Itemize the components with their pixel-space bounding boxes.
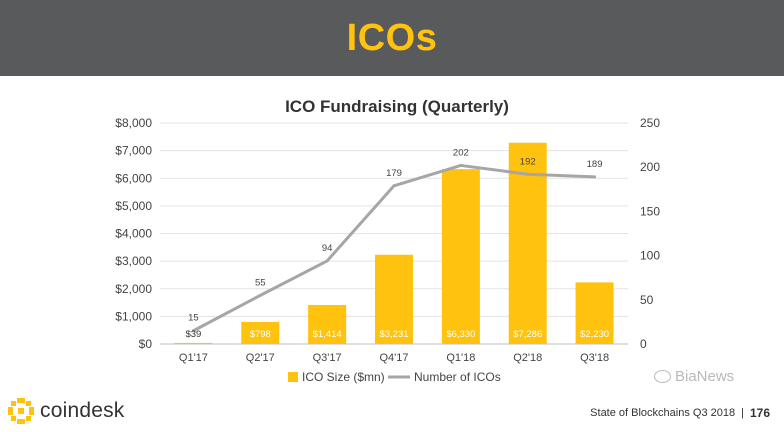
line-value-label: 15 <box>188 313 199 324</box>
line-point <box>459 163 463 167</box>
footer: BiaNews coindesk State of Blockchains Q3… <box>0 368 784 432</box>
line-point <box>593 175 597 179</box>
line-point <box>392 184 396 188</box>
y-right-tick-label: 50 <box>640 293 654 307</box>
y-right-tick-label: 200 <box>640 160 660 174</box>
bar <box>241 321 280 344</box>
x-tick-label: Q3'18 <box>580 352 609 364</box>
y-left-tick-label: $4,000 <box>115 227 152 241</box>
line-value-label: 192 <box>520 156 536 167</box>
bar-value-label: $39 <box>185 329 201 340</box>
page-number: 176 <box>749 406 770 420</box>
bar <box>441 169 480 344</box>
x-tick-label: Q2'17 <box>246 352 275 364</box>
y-left-tick-label: $2,000 <box>115 282 152 296</box>
y-left-tick-label: $7,000 <box>115 144 152 158</box>
legend-swatch-bar <box>288 372 298 382</box>
bar-value-label: $3,231 <box>379 329 408 340</box>
chart-title: ICO Fundraising (Quarterly) <box>285 97 509 116</box>
line-value-label: 202 <box>453 147 469 158</box>
y-right-tick-label: 0 <box>640 337 647 351</box>
page-title: ICOs <box>346 16 438 59</box>
coindesk-logo-icon <box>8 398 34 424</box>
legend-label-line: Number of ICOs <box>414 370 501 384</box>
footer-info: State of Blockchains Q3 2018 | 176 <box>590 406 770 420</box>
x-tick-label: Q2'18 <box>513 352 542 364</box>
y-left-tick-label: $5,000 <box>115 199 152 213</box>
bar <box>575 282 614 344</box>
line-point <box>191 329 195 333</box>
report-title: State of Blockchains Q3 2018 <box>590 407 736 419</box>
x-tick-label: Q4'17 <box>379 352 408 364</box>
header-bar: ICOs <box>0 0 784 76</box>
y-left-tick-label: $8,000 <box>115 116 152 130</box>
bar-value-label: $798 <box>250 329 271 340</box>
brand-logo: coindesk <box>8 398 124 424</box>
y-left-tick-label: $0 <box>139 337 153 351</box>
bar-value-label: $1,414 <box>313 329 342 340</box>
watermark: BiaNews <box>654 368 734 385</box>
legend-label-bar: ICO Size ($mn) <box>302 370 385 384</box>
y-right-tick-label: 250 <box>640 116 660 130</box>
x-tick-label: Q1'17 <box>179 352 208 364</box>
footer-separator: | <box>741 407 744 419</box>
y-left-tick-label: $6,000 <box>115 171 152 185</box>
y-right-tick-label: 100 <box>640 249 660 263</box>
bar <box>375 254 413 344</box>
line-value-label: 94 <box>322 243 333 254</box>
line-point <box>325 259 329 263</box>
wechat-icon <box>654 370 671 383</box>
bar <box>174 342 213 344</box>
line-value-label: 55 <box>255 277 266 288</box>
brand-name: coindesk <box>40 399 125 422</box>
bar-value-label: $2,230 <box>580 329 609 340</box>
y-left-tick-label: $1,000 <box>115 309 152 323</box>
x-tick-label: Q1'18 <box>446 352 475 364</box>
line-value-label: 179 <box>386 168 402 179</box>
watermark-text: BiaNews <box>675 368 735 385</box>
bar-value-label: $6,330 <box>446 329 475 340</box>
y-left-tick-label: $3,000 <box>115 254 152 268</box>
y-right-tick-label: 150 <box>640 204 660 218</box>
line-value-label: 189 <box>587 159 603 170</box>
bar <box>308 304 347 344</box>
line-point <box>526 172 530 176</box>
line-point <box>258 293 262 297</box>
ico-fundraising-chart: ICO Fundraising (Quarterly) $39 $798 $1,41… <box>115 97 660 384</box>
x-tick-label: Q3'17 <box>313 352 342 364</box>
bar-value-label: $7,286 <box>513 329 542 340</box>
